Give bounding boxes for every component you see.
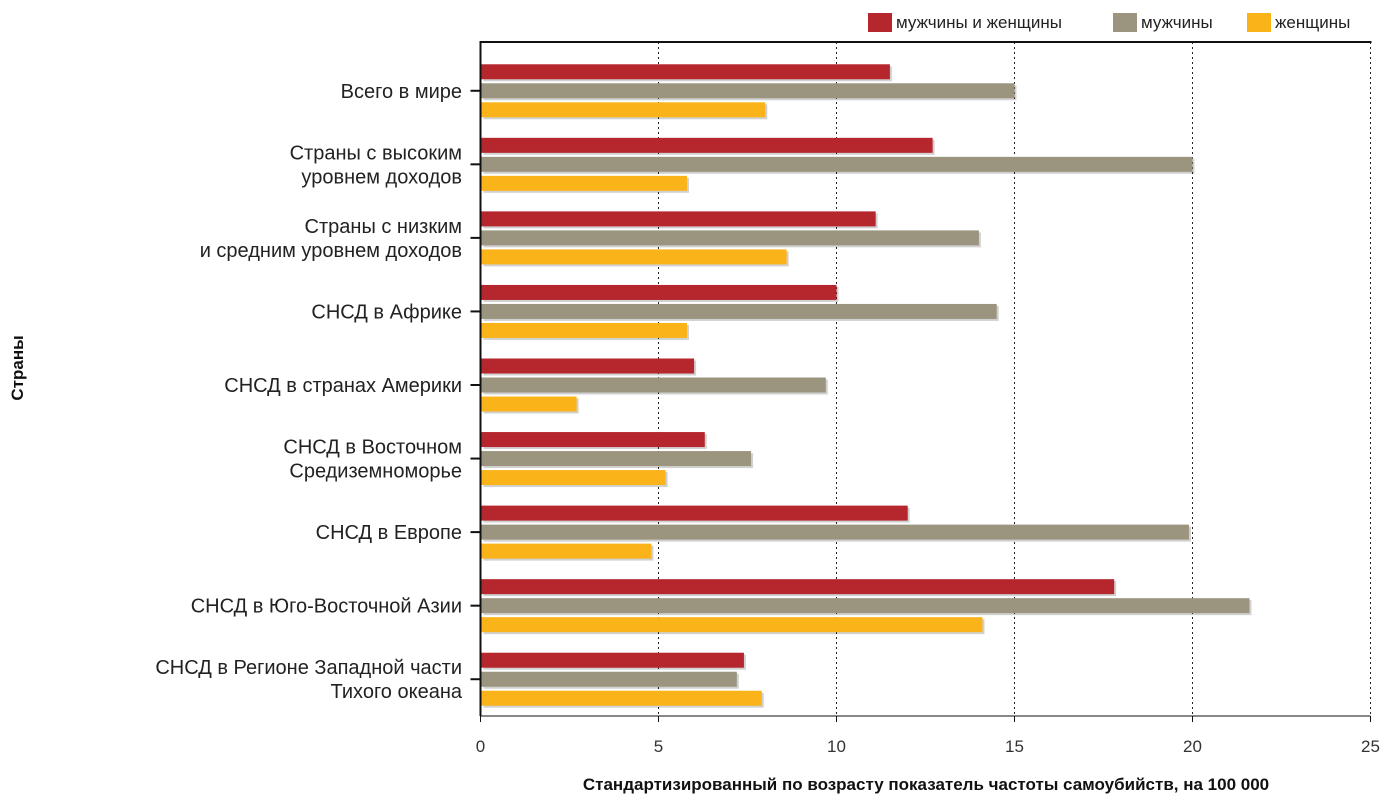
bar (481, 83, 1015, 99)
x-tick-label: 0 (476, 737, 485, 756)
bar (481, 432, 705, 448)
x-tick-label: 25 (1361, 737, 1380, 756)
bar (481, 617, 983, 633)
bar (481, 64, 890, 80)
category-label: Страны с высоким (290, 142, 462, 164)
bar (481, 652, 744, 668)
bar (481, 303, 997, 319)
category-label: СНСД в Европе (316, 522, 462, 544)
bars (481, 64, 1252, 708)
category-label: Средиземноморье (289, 461, 462, 483)
bar (481, 579, 1115, 595)
bar (481, 249, 787, 265)
category-label: СНСД в странах Америки (224, 375, 462, 397)
bar (481, 505, 908, 521)
bar (481, 690, 762, 706)
bar (481, 211, 876, 227)
category-label: Страны с низким (305, 216, 462, 238)
x-tick-label: 15 (1005, 737, 1024, 756)
x-tick-label: 20 (1183, 737, 1202, 756)
x-tick-label: 5 (654, 737, 663, 756)
bar (481, 396, 577, 412)
legend: мужчины и женщины мужчины женщины (868, 13, 1350, 32)
category-label: Всего в мире (341, 81, 462, 103)
bar (481, 543, 652, 559)
legend-label: женщины (1275, 13, 1350, 32)
bar (481, 156, 1193, 172)
bar (481, 175, 687, 191)
axes (470, 41, 1372, 717)
bar (481, 451, 752, 467)
bar (481, 470, 666, 486)
x-axis-title: Стандартизированный по возрасту показате… (583, 775, 1269, 794)
x-tick-label: 10 (827, 737, 846, 756)
legend-label: мужчины (1141, 13, 1213, 32)
bar (481, 377, 826, 393)
category-label: Тихого океана (331, 681, 463, 703)
y-axis-title: Страны (8, 335, 27, 400)
category-label: уровнем доходов (301, 166, 462, 188)
category-label: СНСД в Восточном (283, 437, 462, 459)
bar (481, 671, 737, 687)
legend-swatch (868, 13, 892, 32)
legend-label: мужчины и женщины (896, 13, 1062, 32)
category-label: СНСД в Юго-Восточной Азии (191, 596, 462, 618)
bar (481, 524, 1189, 540)
bar (481, 102, 766, 118)
category-label: и средним уровнем доходов (200, 240, 462, 262)
category-label: СНСД в Африке (311, 301, 462, 323)
category-label: СНСД в Регионе Западной части (155, 657, 462, 679)
bar (481, 322, 687, 338)
bar (481, 230, 979, 246)
bar (481, 137, 933, 153)
bar (481, 598, 1250, 614)
bar (481, 284, 837, 300)
bar (481, 358, 695, 374)
legend-swatch (1247, 13, 1271, 32)
x-tick-labels: 0 5 10 15 20 25 (476, 716, 1380, 756)
legend-swatch (1113, 13, 1137, 32)
